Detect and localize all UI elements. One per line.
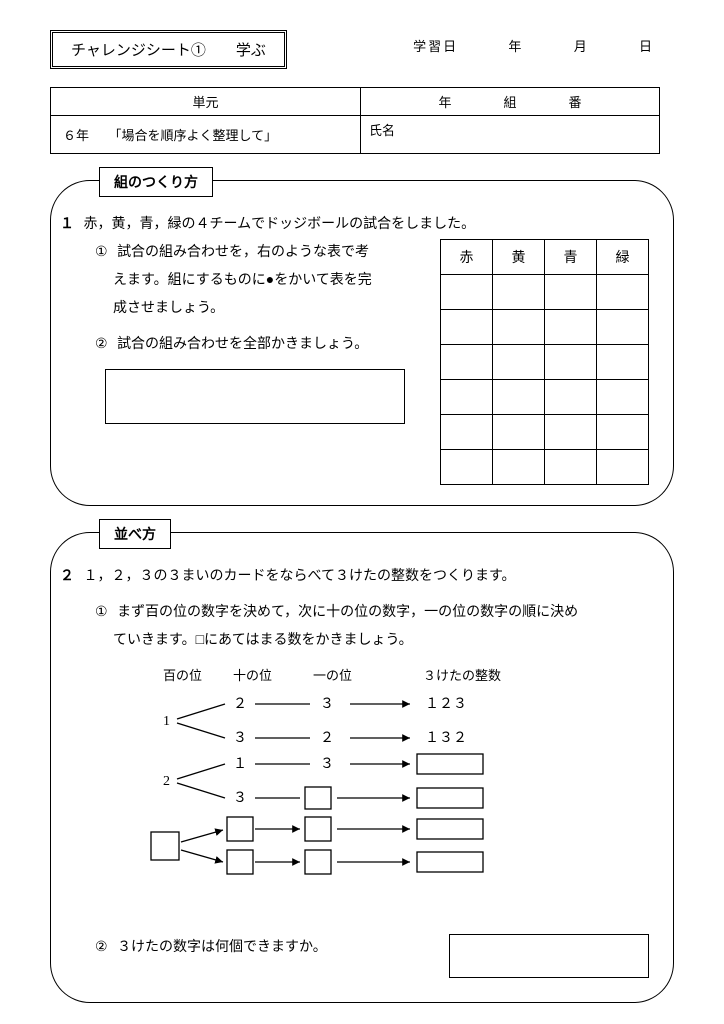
final-answer-box[interactable] [449, 934, 649, 978]
s2-sub2: ② ３けたの数字は何個できますか。 [95, 934, 327, 962]
sheet-title: チャレンジシート① 学ぶ [50, 30, 287, 69]
ct-h1: 赤 [441, 240, 493, 275]
n123c: ３ [320, 697, 334, 712]
n21: １ [233, 757, 247, 772]
ct-c[interactable] [597, 380, 649, 415]
ct-c[interactable] [441, 415, 493, 450]
ct-h4: 緑 [597, 240, 649, 275]
tree-diagram: 百の位 十の位 一の位 ３けたの整数 1 ２ ３ ３ [115, 665, 649, 922]
ct-c[interactable] [441, 275, 493, 310]
q2-num: ２ [60, 569, 74, 584]
s2-bottom: ② ３けたの数字は何個できますか。 [95, 934, 649, 978]
ct-c[interactable] [597, 450, 649, 485]
section-combinations: 組のつくり方 １ 赤，黄，青，緑の４チームでドッジボールの試合をしました。 ① … [50, 180, 674, 506]
tree-svg: 1 ２ ３ ３ ２ １２３ １３２ 2 １ ３ [115, 692, 595, 922]
n23: ３ [233, 791, 247, 806]
worksheet-page: 学習日 年 月 日 チャレンジシート① 学ぶ 単元 年 組 番 ６年 「場合を順… [0, 0, 724, 1023]
ct-c[interactable] [493, 275, 545, 310]
grade-unit-cell: ６年 「場合を順序よく整理して」 [51, 116, 361, 154]
s1-sub2: ② 試合の組み合わせを全部かきましょう。 [95, 331, 422, 359]
s1-sub2-num: ② [95, 337, 108, 352]
result-box[interactable] [417, 754, 483, 774]
q2-text: １，２，３の３まいのカードをならべて３けたの整数をつくります。 [84, 569, 516, 584]
ct-h2: 黄 [493, 240, 545, 275]
s1-sub1-num: ① [95, 245, 108, 260]
blank-box[interactable] [305, 817, 331, 841]
section2-label: 並べ方 [99, 519, 171, 549]
s1-sub1-c: 成させましょう。 [113, 295, 422, 323]
ct-c[interactable] [545, 310, 597, 345]
q2-line: ２ １，２，３の３まいのカードをならべて３けたの整数をつくります。 [60, 563, 649, 591]
s2-sub2-text: ３けたの数字は何個できますか。 [117, 940, 327, 955]
ct-c[interactable] [493, 310, 545, 345]
ct-c[interactable] [441, 380, 493, 415]
info-table: 単元 年 組 番 ６年 「場合を順序よく整理して」 氏名 [50, 87, 660, 154]
s1-answer-box[interactable] [105, 369, 405, 424]
unit-header: 単元 [51, 88, 361, 116]
blank-box[interactable] [305, 787, 331, 809]
s1-sub1-a: ① 試合の組み合わせを，右のような表で考 [95, 239, 422, 267]
ch2: 十の位 [233, 665, 313, 684]
section-permutations: 並べ方 ２ １，２，３の３まいのカードをならべて３けたの整数をつくります。 ① … [50, 532, 674, 1003]
blank-box[interactable] [227, 817, 253, 841]
section1-label: 組のつくり方 [99, 167, 213, 197]
ct-c[interactable] [597, 310, 649, 345]
n12: ２ [233, 697, 247, 712]
ch1: 百の位 [163, 665, 233, 684]
q1-text: 赤，黄，青，緑の４チームでドッジボールの試合をしました。 [84, 217, 476, 232]
ct-c[interactable] [493, 380, 545, 415]
ct-c[interactable] [545, 450, 597, 485]
n2: 2 [163, 774, 170, 789]
ct-c[interactable] [545, 415, 597, 450]
s1-sub2-text: 試合の組み合わせを全部かきましょう。 [117, 337, 368, 352]
ct-c[interactable] [441, 345, 493, 380]
ct-c[interactable] [493, 345, 545, 380]
s1-sub1-b: えます。組にするものに●をかいて表を完 [113, 267, 422, 295]
year-label: 年 [508, 39, 523, 54]
n123: １２３ [425, 697, 467, 712]
n13: ３ [233, 731, 247, 746]
ct-c[interactable] [597, 415, 649, 450]
day-label: 日 [639, 39, 654, 54]
s2-sub1-a: ① まず百の位の数字を決めて，次に十の位の数字，一の位の数字の順に決め [95, 599, 649, 627]
ct-c[interactable] [597, 275, 649, 310]
s2-sub1-num: ① [95, 605, 108, 620]
q1-num: １ [60, 217, 74, 232]
result-box[interactable] [417, 852, 483, 872]
blank-box[interactable] [305, 850, 331, 874]
ch4: ３けたの整数 [423, 665, 523, 684]
ct-h3: 青 [545, 240, 597, 275]
s2-sub1-b: ていきます。□にあてはまる数をかきましょう。 [113, 627, 649, 655]
month-label: 月 [574, 39, 589, 54]
ct-c[interactable] [597, 345, 649, 380]
n132c: ２ [320, 731, 334, 746]
s2-sub1-ta: まず百の位の数字を決めて，次に十の位の数字，一の位の数字の順に決め [117, 605, 578, 620]
blank-box[interactable] [227, 850, 253, 874]
result-box[interactable] [417, 788, 483, 808]
ct-c[interactable] [545, 345, 597, 380]
ct-c[interactable] [441, 310, 493, 345]
ct-c[interactable] [493, 415, 545, 450]
grade-class-header: 年 組 番 [361, 88, 660, 116]
ct-c[interactable] [441, 450, 493, 485]
color-table: 赤 黄 青 緑 [440, 239, 649, 485]
q1-line: １ 赤，黄，青，緑の４チームでドッジボールの試合をしました。 [60, 211, 649, 239]
col-headers: 百の位 十の位 一の位 ３けたの整数 [163, 665, 649, 684]
date-label: 学習日 [413, 39, 458, 54]
name-cell: 氏名 [361, 116, 660, 154]
ch3: 一の位 [313, 665, 423, 684]
result-box[interactable] [417, 819, 483, 839]
n132: １３２ [425, 731, 467, 746]
date-line: 学習日 年 月 日 [413, 36, 654, 55]
ct-c[interactable] [545, 380, 597, 415]
s2-sub2-num: ② [95, 940, 108, 955]
s1-sub1-ta: 試合の組み合わせを，右のような表で考 [117, 245, 369, 260]
blank-box[interactable] [151, 832, 179, 860]
n213c: ３ [320, 757, 334, 772]
ct-c[interactable] [545, 275, 597, 310]
ct-c[interactable] [493, 450, 545, 485]
n1: 1 [163, 714, 170, 729]
